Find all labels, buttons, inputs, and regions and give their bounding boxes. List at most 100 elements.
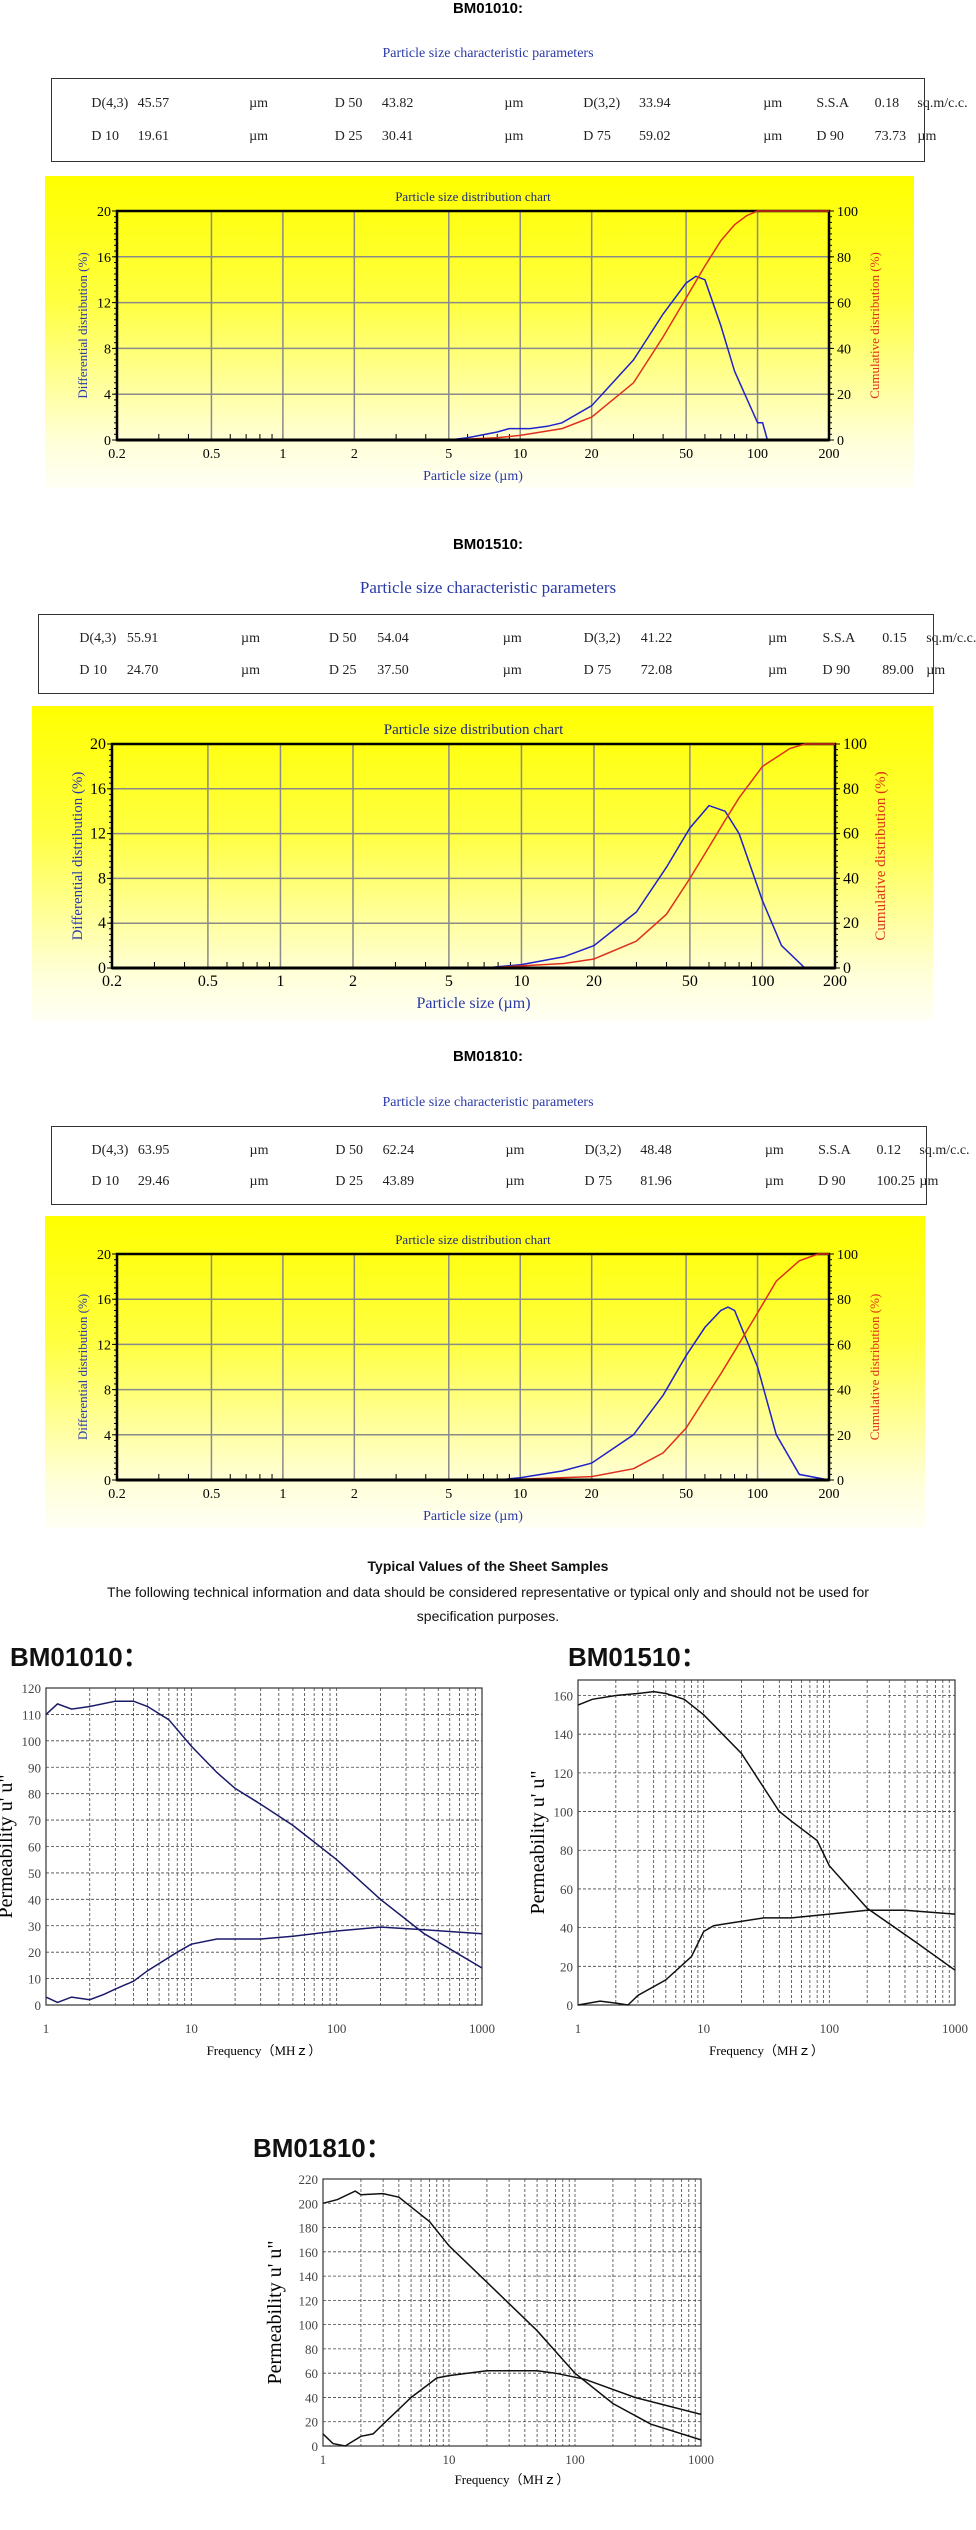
param-cell: 48.48: [640, 1142, 672, 1158]
y-tick-label: 70: [28, 1813, 41, 1828]
param-cell: 54.04: [377, 631, 409, 646]
y-tick-label: 40: [305, 2390, 318, 2405]
param-cell: µm: [241, 663, 260, 678]
x-axis-label: Particle size (µm): [423, 1509, 523, 1524]
y-tick-label: 20: [28, 1945, 41, 1960]
param-cell: µm: [504, 129, 524, 145]
param-cell: 24.70: [126, 663, 159, 678]
sample-title: BM01810:: [452, 1048, 524, 1065]
y-tick-label: 100: [22, 1734, 42, 1749]
y2-tick-label: 40: [837, 1384, 851, 1399]
param-cell: 19.61: [137, 129, 170, 145]
x-tick-label: 200: [823, 973, 847, 990]
y-tick-label: 20: [560, 1959, 573, 1974]
y2-tick-label: 100: [843, 736, 867, 753]
param-cell: D 25: [334, 129, 363, 145]
x-tick-label: 100: [565, 2452, 585, 2467]
y2-tick-label: 80: [843, 781, 859, 798]
y-tick-label: 140: [299, 2269, 319, 2284]
imaginary-permeability-line: [45, 1926, 483, 2004]
x-tick-label: 20: [585, 1487, 599, 1502]
y-tick-label: 0: [104, 1474, 111, 1489]
y2-axis-label: Cumulative distribution (%): [867, 1294, 882, 1441]
y-tick-label: 160: [554, 1688, 574, 1703]
param-cell: D(3,2): [584, 1142, 622, 1158]
param-cell: sq.m/c.c.: [917, 95, 968, 111]
x-axis-label: Particle size (µm): [416, 995, 530, 1012]
y-tick-label: 110: [22, 1707, 41, 1722]
y-tick-label: 20: [90, 736, 106, 753]
x-tick-label: 10: [697, 2021, 710, 2036]
x-axis-label: Frequency（MHｚ）: [455, 2472, 570, 2487]
sample-title: BM01010:: [452, 0, 524, 17]
x-tick-label: 200: [819, 447, 840, 462]
x-tick-label: 0.2: [102, 973, 122, 990]
y-tick-label: 220: [299, 2172, 319, 2187]
y-tick-label: 80: [560, 1843, 573, 1858]
cumulative-distribution-line: [117, 1253, 829, 1481]
y-tick-label: 100: [299, 2318, 319, 2333]
param-cell: µm: [504, 95, 524, 111]
y2-tick-label: 0: [843, 960, 851, 977]
param-cell: µm: [917, 129, 937, 145]
y-tick-label: 120: [299, 2293, 319, 2308]
param-cell: S.S.A: [822, 631, 856, 646]
y-tick-label: 10: [28, 1972, 41, 1987]
param-cell: 62.24: [382, 1142, 415, 1158]
real-permeability-line: [45, 1700, 483, 1969]
param-cell: µm: [505, 1142, 525, 1158]
chart-title: Particle size distribution chart: [395, 189, 551, 204]
param-cell: D 75: [583, 129, 611, 145]
y-tick-label: 180: [299, 2221, 319, 2236]
psd-chart-panel: 0.2 0.5 1 2 5 10 20 50 100 200 0 4 8 12 16 20 0 20 40 60 80 1…: [45, 176, 914, 488]
typical-title: Typical Values of the Sheet Samples: [367, 1558, 609, 1574]
perm-chart-title: BM01810：: [253, 2133, 392, 2163]
y2-axis-label: Cumulative distribution (%): [873, 771, 889, 940]
permeability-chart: 1 10 100 1000 0 20 40 60 80 100 120 140 160 180 200 220…: [264, 2172, 714, 2487]
y-axis-label: Differential distribution (%): [75, 1294, 90, 1440]
param-cell: D 50: [335, 1142, 364, 1158]
x-tick-label: 0.5: [203, 447, 221, 462]
x-tick-label: 20: [586, 973, 602, 990]
differential-distribution-line: [117, 1306, 830, 1481]
x-tick-label: 1: [279, 447, 286, 462]
param-cell: D(4,3): [91, 1142, 129, 1158]
param-cell: 29.46: [137, 1174, 170, 1190]
param-cell: D(3,2): [583, 95, 621, 111]
psd-chart-panel: 0.2 0.5 1 2 5 10 20 50 100 200 0 4 8 12 16 20 0 20 40 60 80 1…: [45, 1216, 925, 1528]
sample-title: BM01510:: [452, 536, 524, 553]
y2-tick-label: 60: [843, 826, 859, 843]
param-cell: D 75: [583, 663, 612, 678]
y-tick-label: 60: [28, 1840, 41, 1855]
param-cell: D 90: [818, 1174, 846, 1190]
param-cell: µm: [249, 1174, 269, 1190]
param-cell: 63.95: [137, 1142, 170, 1158]
x-tick-label: 1: [575, 2021, 582, 2036]
x-tick-label: 100: [750, 973, 774, 990]
y-tick-label: 4: [104, 388, 111, 403]
y-tick-label: 4: [98, 915, 106, 932]
param-cell: 89.00: [882, 663, 914, 678]
y-tick-label: 80: [28, 1787, 41, 1802]
x-tick-label: 5: [445, 447, 452, 462]
cumulative-distribution-line: [117, 210, 829, 441]
differential-distribution-line: [112, 804, 835, 969]
permeability-chart: 1 10 100 10000102030405060708090100110120Fr…: [0, 1681, 495, 2058]
x-tick-label: 2: [351, 447, 358, 462]
param-cell: D 90: [816, 129, 844, 145]
x-tick-label: 1: [43, 2021, 50, 2036]
y-axis-label: Differential distribution (%): [70, 772, 86, 941]
chart-title: Particle size distribution chart: [384, 722, 564, 738]
y2-tick-label: 20: [837, 1429, 851, 1444]
x-tick-label: 200: [819, 1487, 840, 1502]
y-axis-label: Differential distribution (%): [75, 252, 90, 398]
param-cell: 55.91: [126, 631, 159, 646]
param-cell: D 25: [328, 663, 357, 678]
y-tick-label: 120: [554, 1766, 574, 1781]
param-cell: µm: [763, 95, 783, 111]
param-cell: µm: [505, 1174, 525, 1190]
x-axis-label: Frequency（MHｚ）: [709, 2043, 824, 2058]
plot-border: [115, 209, 831, 442]
perm-chart-title: BM01010：: [10, 1642, 149, 1672]
